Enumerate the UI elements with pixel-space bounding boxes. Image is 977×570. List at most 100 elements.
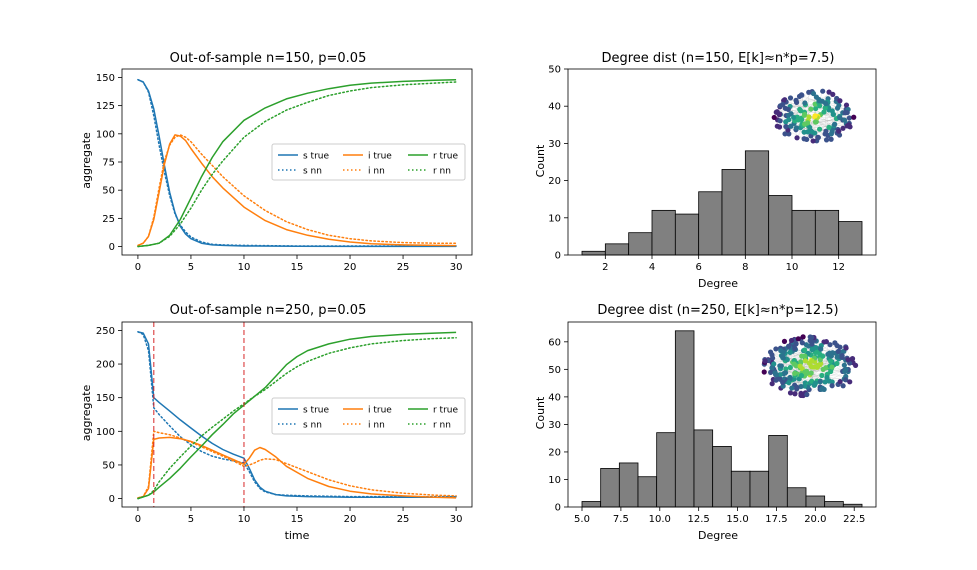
legend-label-s-true: s true bbox=[303, 152, 329, 162]
network-node bbox=[837, 379, 843, 385]
network-node bbox=[844, 109, 850, 116]
histogram-bar bbox=[791, 209, 816, 256]
network-node bbox=[852, 362, 859, 368]
network-node bbox=[802, 358, 809, 364]
y-tick-label: 30 bbox=[548, 139, 561, 150]
y-tick-label: 150 bbox=[96, 73, 115, 84]
histogram-bar bbox=[693, 429, 714, 508]
network-node bbox=[814, 364, 820, 370]
network-node bbox=[837, 344, 843, 350]
histogram-bar bbox=[674, 330, 695, 508]
network-node bbox=[804, 391, 810, 398]
network-node bbox=[824, 374, 830, 381]
axes-frame bbox=[567, 321, 877, 508]
network-node bbox=[792, 345, 798, 351]
network-node bbox=[835, 348, 841, 355]
x-axis-label: Degree bbox=[698, 277, 738, 290]
network-node bbox=[822, 379, 828, 385]
histogram-bar bbox=[768, 435, 788, 508]
y-axis-label: Count bbox=[534, 396, 547, 429]
network-edge bbox=[777, 126, 807, 140]
y-axis-label: Count bbox=[534, 144, 547, 177]
y-tick-label: 0 bbox=[555, 251, 561, 262]
series-line-s-nn bbox=[137, 78, 457, 247]
network-node bbox=[819, 372, 825, 379]
network-node bbox=[787, 364, 793, 371]
histogram-bar bbox=[814, 209, 840, 256]
network-node bbox=[802, 121, 808, 127]
chart-title: Out-of-sample n=250, p=0.05 bbox=[170, 303, 367, 318]
network-node bbox=[802, 369, 808, 375]
histogram-bar bbox=[604, 243, 630, 256]
series-line-i-true bbox=[137, 436, 457, 499]
histogram-bar bbox=[824, 501, 844, 508]
network-node bbox=[840, 125, 846, 131]
x-tick-label: 5.0 bbox=[574, 514, 590, 525]
network-node bbox=[830, 350, 836, 356]
histogram-bar bbox=[698, 191, 723, 256]
x-tick-label: 10.0 bbox=[649, 514, 671, 525]
y-tick-label: 10 bbox=[548, 475, 561, 486]
network-node bbox=[797, 106, 803, 113]
network-node bbox=[797, 363, 803, 369]
histogram-bar bbox=[730, 470, 751, 508]
legend-label-i-nn: i nn bbox=[368, 167, 385, 177]
legend-label-i-nn: i nn bbox=[368, 421, 385, 431]
network-node bbox=[819, 386, 825, 392]
network-node bbox=[823, 339, 829, 345]
y-tick-label: 75 bbox=[102, 158, 115, 169]
x-tick-label: 10 bbox=[238, 262, 251, 273]
x-tick-label: 17.5 bbox=[765, 514, 787, 525]
network-node bbox=[806, 114, 812, 120]
histogram-bar bbox=[581, 250, 606, 256]
network-node bbox=[786, 343, 792, 349]
legend-label-i-true: i true bbox=[368, 152, 392, 162]
legend: s true i true r true s nn i nn r nn bbox=[271, 397, 466, 435]
chart-title: Degree dist (n=250, E[k]≈n*p=12.5) bbox=[597, 303, 838, 318]
x-tick-label: 0 bbox=[135, 514, 141, 525]
y-tick-label: 250 bbox=[96, 326, 115, 337]
histogram-n250: Degree dist (n=250, E[k]≈n*p=12.5) Degre… bbox=[534, 303, 877, 542]
y-tick-label: 0 bbox=[555, 503, 561, 514]
y-tick-label: 200 bbox=[96, 360, 115, 371]
network-node bbox=[821, 109, 827, 115]
network-node bbox=[809, 129, 815, 135]
x-tick-label: 15.0 bbox=[726, 514, 748, 525]
network-node bbox=[839, 352, 845, 359]
network-node bbox=[832, 121, 838, 127]
series-line-s-nn bbox=[137, 331, 457, 498]
network-node bbox=[808, 106, 814, 112]
histogram-bar bbox=[628, 232, 653, 256]
network-node bbox=[818, 360, 824, 367]
legend-label-r-nn: r nn bbox=[433, 421, 451, 431]
x-tick-label: 20.0 bbox=[804, 514, 826, 525]
network-node bbox=[846, 115, 852, 121]
network-node bbox=[783, 366, 789, 372]
y-tick-label: 125 bbox=[96, 101, 115, 112]
network-node bbox=[801, 112, 807, 118]
network-node bbox=[768, 369, 774, 376]
network-node bbox=[777, 118, 783, 124]
network-node bbox=[810, 138, 816, 144]
network-node bbox=[777, 372, 783, 378]
network-node bbox=[810, 90, 817, 97]
y-tick-label: 100 bbox=[96, 427, 115, 438]
network-node bbox=[771, 361, 777, 367]
network-node bbox=[826, 89, 832, 95]
network-node bbox=[793, 363, 799, 369]
histogram-bar bbox=[656, 432, 676, 508]
series-line-r-nn bbox=[137, 81, 457, 248]
network-node bbox=[778, 347, 784, 354]
network-node bbox=[851, 114, 857, 120]
network-node bbox=[827, 342, 833, 348]
network-node bbox=[788, 337, 795, 344]
network-edge bbox=[777, 108, 811, 112]
x-tick-label: 30 bbox=[450, 514, 463, 525]
network-graph-inset bbox=[761, 334, 859, 399]
x-tick-label: 12 bbox=[832, 262, 845, 273]
legend-label-r-true: r true bbox=[433, 406, 458, 416]
histogram-bar bbox=[744, 150, 770, 256]
plot-area: 2 4 6 8 10 12 0 10 20 30 40 50 bbox=[548, 65, 877, 273]
network-node bbox=[783, 123, 789, 130]
network-node bbox=[836, 102, 842, 108]
